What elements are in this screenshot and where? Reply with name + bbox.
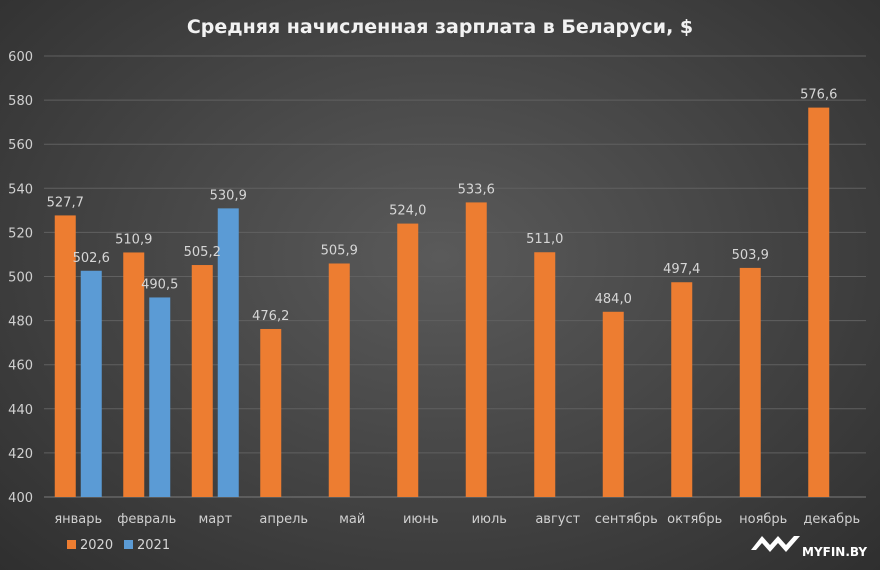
y-tick-label: 420 (8, 447, 33, 462)
x-category-label: февраль (117, 512, 176, 527)
data-labels: 527,7 502,6 510,9 490,5 505,2 530,9 476,2 505,9… (47, 88, 838, 324)
legend-swatch-2020 (67, 540, 76, 549)
x-category-label: август (535, 512, 580, 527)
data-label-2020: 511,0 (526, 232, 563, 247)
bar-2020 (397, 223, 419, 497)
bar-2020 (808, 107, 830, 498)
bar-2021 (80, 270, 102, 497)
x-category-label: апрель (259, 512, 308, 527)
bar-2020 (191, 265, 213, 497)
y-tick-label: 600 (8, 50, 33, 65)
data-label-2020: 576,6 (800, 88, 837, 103)
bars (54, 107, 830, 498)
x-category-label: март (198, 512, 232, 527)
data-label-2021: 490,5 (141, 277, 178, 292)
y-tick-label: 580 (8, 94, 33, 109)
x-category-label: июнь (403, 512, 439, 527)
bar-2020 (328, 263, 350, 497)
x-category-label: октябрь (667, 512, 722, 527)
y-axis: 400 420 440 460 480 500 520 540 560 580 600 (8, 50, 33, 506)
data-label-2020: 497,4 (663, 262, 700, 277)
data-label-2021: 530,9 (210, 188, 247, 203)
y-tick-label: 480 (8, 315, 33, 330)
grid-lines (44, 55, 866, 498)
data-label-2020: 510,9 (115, 232, 152, 247)
bar-2020 (54, 215, 76, 497)
bar-2021 (217, 208, 239, 498)
legend-label-2020: 2020 (80, 538, 113, 553)
bar-2020 (123, 252, 145, 497)
bar-2020 (465, 202, 487, 498)
y-tick-label: 440 (8, 403, 33, 418)
bar-2020 (534, 252, 556, 497)
bar-2021 (149, 297, 171, 497)
data-label-2020: 476,2 (252, 309, 289, 324)
x-category-label: май (339, 512, 365, 527)
y-tick-label: 460 (8, 359, 33, 374)
data-label-2020: 503,9 (732, 248, 769, 263)
legend: 2020 2021 (67, 538, 170, 553)
bar-2020 (602, 311, 624, 497)
data-label-2020: 527,7 (47, 195, 84, 210)
data-label-2020: 524,0 (389, 204, 426, 219)
x-category-label: январь (54, 512, 102, 527)
bar-2020 (671, 282, 693, 497)
x-category-label: сентябрь (595, 512, 658, 527)
y-tick-label: 520 (8, 226, 33, 241)
y-tick-label: 540 (8, 182, 33, 197)
data-label-2020: 533,6 (458, 182, 495, 197)
legend-swatch-2021 (124, 540, 133, 549)
x-category-label: ноябрь (739, 512, 787, 527)
data-label-2020: 505,2 (184, 245, 221, 260)
x-category-label: декабрь (803, 512, 860, 527)
data-label-2020: 505,9 (321, 243, 358, 258)
bar-2020 (739, 267, 761, 497)
logo-text: MYFIN.BY (802, 545, 867, 559)
x-category-label: июль (472, 512, 507, 527)
y-tick-label: 560 (8, 138, 33, 153)
data-label-2021: 502,6 (73, 251, 110, 266)
y-tick-label: 400 (8, 491, 33, 506)
myfin-logo: MYFIN.BY (751, 536, 867, 559)
chart-title: Средняя начисленная зарплата в Беларуси,… (187, 16, 693, 38)
bar-2020 (260, 328, 282, 497)
data-label-2020: 484,0 (595, 292, 632, 307)
y-tick-label: 500 (8, 271, 33, 286)
legend-label-2021: 2021 (137, 538, 170, 553)
x-axis: январь февраль март апрель май июнь июль август… (54, 512, 860, 527)
logo-mark-icon (751, 536, 800, 552)
